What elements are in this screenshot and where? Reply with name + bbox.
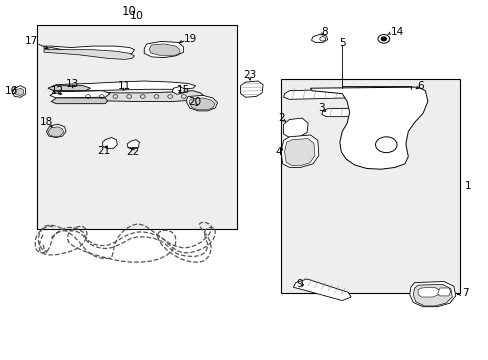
Polygon shape xyxy=(44,46,134,57)
Circle shape xyxy=(381,37,386,41)
Polygon shape xyxy=(51,98,107,104)
Polygon shape xyxy=(417,287,438,297)
Polygon shape xyxy=(311,34,327,42)
Polygon shape xyxy=(46,124,66,138)
Text: 6: 6 xyxy=(416,81,423,91)
Text: 23: 23 xyxy=(242,70,256,80)
Text: 2: 2 xyxy=(277,113,284,123)
Text: 12: 12 xyxy=(51,86,64,96)
Polygon shape xyxy=(412,284,451,306)
Polygon shape xyxy=(15,88,23,95)
Polygon shape xyxy=(53,91,205,102)
Polygon shape xyxy=(390,90,410,98)
Text: 22: 22 xyxy=(126,147,140,157)
Polygon shape xyxy=(293,279,350,301)
Bar xyxy=(37,25,237,229)
Polygon shape xyxy=(409,282,455,307)
Text: 19: 19 xyxy=(183,34,197,44)
Polygon shape xyxy=(48,127,63,137)
Text: 10: 10 xyxy=(122,5,137,18)
Polygon shape xyxy=(284,139,314,166)
Text: 15: 15 xyxy=(176,85,190,95)
Text: 8: 8 xyxy=(320,27,327,37)
Text: 9: 9 xyxy=(295,279,302,289)
Text: 14: 14 xyxy=(390,27,404,37)
Polygon shape xyxy=(102,138,117,148)
Polygon shape xyxy=(321,107,410,117)
Text: 21: 21 xyxy=(97,146,110,156)
Polygon shape xyxy=(281,135,318,167)
Text: 4: 4 xyxy=(275,147,282,157)
Text: 17: 17 xyxy=(25,36,39,46)
Polygon shape xyxy=(437,288,450,296)
Polygon shape xyxy=(310,87,427,169)
Bar xyxy=(281,79,459,293)
Text: 20: 20 xyxy=(188,96,201,107)
Text: 3: 3 xyxy=(318,103,325,113)
Text: 7: 7 xyxy=(461,288,468,298)
Text: 16: 16 xyxy=(5,86,19,96)
Polygon shape xyxy=(44,50,134,59)
Polygon shape xyxy=(12,86,25,97)
Polygon shape xyxy=(283,88,390,99)
Polygon shape xyxy=(189,98,215,110)
Polygon shape xyxy=(172,86,184,94)
Text: 5: 5 xyxy=(338,38,345,48)
Polygon shape xyxy=(240,81,263,97)
Polygon shape xyxy=(48,86,90,91)
Polygon shape xyxy=(186,95,217,111)
Polygon shape xyxy=(387,88,414,99)
Polygon shape xyxy=(127,140,139,149)
Text: 13: 13 xyxy=(65,78,79,89)
Polygon shape xyxy=(149,44,180,56)
Text: 10: 10 xyxy=(130,11,143,21)
Text: 11: 11 xyxy=(118,81,131,91)
Polygon shape xyxy=(283,118,307,138)
Text: 1: 1 xyxy=(464,181,471,192)
Polygon shape xyxy=(51,81,195,91)
Polygon shape xyxy=(50,91,110,98)
Polygon shape xyxy=(144,41,183,58)
Text: 18: 18 xyxy=(40,117,53,127)
